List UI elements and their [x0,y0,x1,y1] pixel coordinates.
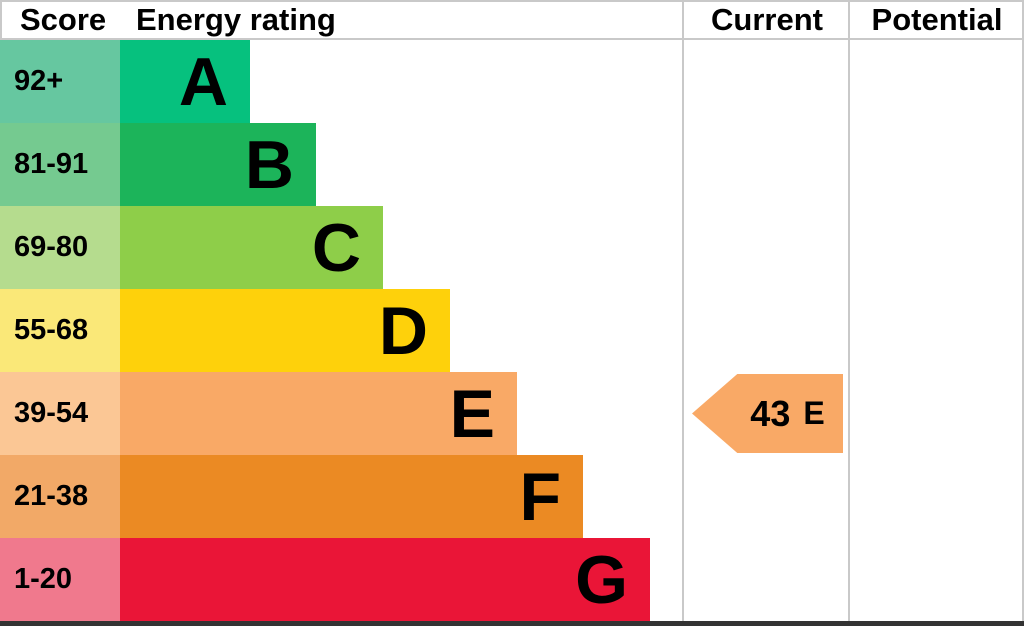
header-energy-rating: Energy rating [136,2,336,37]
score-range-a: 92+ [0,40,120,123]
band-letter-b: B [244,126,294,203]
rating-row-g: 1-20 G [0,538,1024,621]
current-cell-d [684,289,850,372]
divider-potential-column [848,0,850,621]
band-letter-a: A [178,43,228,120]
current-rating-band: E [803,395,825,431]
potential-cell-d [850,289,1024,372]
header-divider [0,38,1024,40]
current-cell-b [684,123,850,206]
potential-cell-c [850,206,1024,289]
band-bar-b: B [120,123,316,206]
header-potential: Potential [871,2,1003,37]
band-bar-area-g: G [120,538,684,621]
band-bar-g: G [120,538,650,621]
band-letter-f: F [519,458,561,535]
current-cell-c [684,206,850,289]
score-range-c: 69-80 [0,206,120,289]
current-cell-g [684,538,850,621]
band-bar-e: E [120,372,517,455]
current-rating-arrow: 43 E [692,374,843,453]
rating-row-d: 55-68 D [0,289,1024,372]
current-cell-e: 43 E [684,372,850,455]
band-bar-area-e: E [120,372,684,455]
band-bar-area-b: B [120,123,684,206]
rating-row-e: 39-54 E 43 E [0,372,1024,455]
header-current: Current [711,2,823,37]
band-bar-c: C [120,206,383,289]
band-letter-d: D [378,292,428,369]
score-range-b: 81-91 [0,123,120,206]
potential-cell-g [850,538,1024,621]
rating-row-f: 21-38 F [0,455,1024,538]
current-cell-f [684,455,850,538]
band-bar-area-d: D [120,289,684,372]
header-score: Score [20,2,107,37]
potential-cell-b [850,123,1024,206]
band-bar-area-c: C [120,206,684,289]
border-bottom [0,621,1024,626]
band-letter-g: G [575,541,628,618]
band-letter-c: C [311,209,361,286]
band-bar-f: F [120,455,583,538]
potential-cell-e [850,372,1024,455]
band-bar-a: A [120,40,250,123]
potential-cell-f [850,455,1024,538]
current-rating-value: 43 [750,392,791,434]
score-range-g: 1-20 [0,538,120,621]
border-right [1022,0,1024,621]
divider-current-column [682,0,684,621]
score-range-d: 55-68 [0,289,120,372]
rating-row-c: 69-80 C [0,206,1024,289]
rating-row-b: 81-91 B [0,123,1024,206]
band-bar-d: D [120,289,450,372]
current-cell-a [684,40,850,123]
potential-cell-a [850,40,1024,123]
border-left [0,0,2,40]
score-range-e: 39-54 [0,372,120,455]
rating-rows: 92+ A 81-91 B 69-80 C 55-68 D 39-54 E 43 E 21-38 F 1-2… [0,40,1024,621]
border-top [0,0,1024,2]
band-bar-area-f: F [120,455,684,538]
rating-row-a: 92+ A [0,40,1024,123]
band-bar-area-a: A [120,40,684,123]
score-range-f: 21-38 [0,455,120,538]
table-header: Score Energy rating Current Potential [0,0,1024,40]
band-letter-e: E [449,375,495,452]
